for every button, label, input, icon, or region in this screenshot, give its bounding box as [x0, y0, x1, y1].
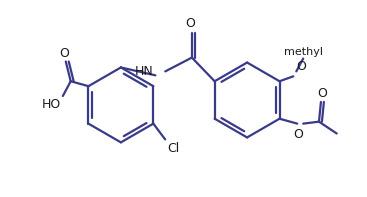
- Text: O: O: [296, 60, 306, 73]
- Text: HO: HO: [41, 98, 61, 111]
- Text: methyl: methyl: [284, 47, 323, 57]
- Text: O: O: [317, 87, 327, 100]
- Text: Cl: Cl: [167, 142, 179, 155]
- Text: O: O: [185, 17, 195, 30]
- Text: O: O: [59, 46, 69, 59]
- Text: O: O: [293, 128, 303, 141]
- Text: HN: HN: [135, 65, 153, 78]
